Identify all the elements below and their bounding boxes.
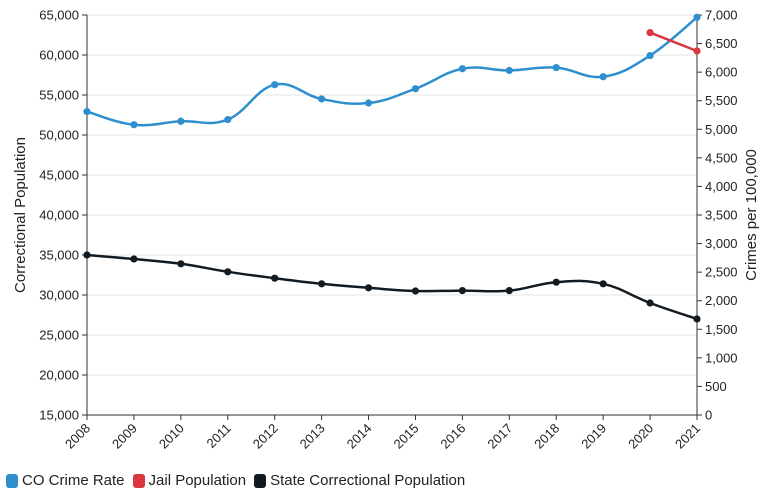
left-axis-title: Correctional Population bbox=[12, 137, 29, 293]
data-point-co-crime-rate bbox=[364, 99, 373, 107]
left-tick-label: 15,000 bbox=[39, 408, 79, 423]
data-point-state-correctional-population bbox=[411, 287, 420, 295]
x-tick-label: 2019 bbox=[578, 421, 609, 452]
x-tick-label: 2021 bbox=[672, 421, 703, 452]
data-point-co-crime-rate bbox=[130, 121, 138, 129]
right-tick-label: 5,500 bbox=[705, 93, 738, 108]
left-tick-label: 30,000 bbox=[39, 288, 79, 303]
right-tick-label: 4,500 bbox=[705, 150, 738, 165]
right-tick-label: 6,000 bbox=[705, 65, 738, 80]
right-tick-label: 3,000 bbox=[705, 236, 738, 251]
data-point-co-crime-rate bbox=[458, 65, 466, 73]
left-tick-label: 45,000 bbox=[39, 168, 79, 183]
series-layer bbox=[83, 13, 701, 323]
series-line-co-crime-rate bbox=[85, 16, 699, 127]
right-tick-label: 6,500 bbox=[705, 36, 738, 51]
line-chart: 15,000 20,000 25,000 30,000 35,000 40,000 45,0… bbox=[12, 8, 760, 452]
x-tick-label: 2010 bbox=[156, 421, 187, 452]
data-point-co-crime-rate bbox=[505, 66, 513, 75]
data-point-co-crime-rate bbox=[83, 107, 91, 116]
legend-label-jail-population: Jail Population bbox=[148, 472, 247, 489]
data-point-co-crime-rate bbox=[411, 85, 420, 93]
right-tick-label: 2,000 bbox=[705, 293, 738, 308]
x-tick-label: 2018 bbox=[531, 421, 562, 452]
data-point-state-correctional-population bbox=[599, 280, 607, 288]
right-tick-label: 2,500 bbox=[705, 265, 738, 280]
data-point-co-crime-rate bbox=[318, 95, 326, 103]
x-tick-label: 2015 bbox=[391, 421, 422, 452]
left-tick-label: 55,000 bbox=[39, 88, 79, 103]
data-point-state-correctional-population bbox=[177, 260, 185, 268]
left-tick-label: 65,000 bbox=[39, 8, 79, 23]
data-point-state-correctional-population bbox=[552, 278, 560, 286]
x-tick-label: 2008 bbox=[62, 421, 93, 452]
x-tick-label: 2011 bbox=[204, 421, 234, 451]
x-tick-label: 2013 bbox=[297, 421, 328, 452]
left-tick-label: 20,000 bbox=[39, 368, 79, 383]
right-axis-title: Crimes per 100,000 bbox=[743, 149, 760, 281]
legend: CO Crime Rate Jail Population State Corr… bbox=[6, 472, 465, 489]
right-tick-label: 1,000 bbox=[705, 350, 738, 365]
legend-swatch-crime-rate bbox=[6, 473, 18, 488]
data-point-co-crime-rate bbox=[177, 117, 185, 125]
right-tick-label: 7,000 bbox=[705, 8, 738, 23]
data-point-state-correctional-population bbox=[646, 299, 654, 307]
right-tick-label: 5,000 bbox=[705, 122, 738, 137]
right-tick-label: 3,500 bbox=[705, 208, 738, 223]
data-point-co-crime-rate bbox=[224, 115, 232, 124]
data-point-state-correctional-population bbox=[83, 251, 91, 259]
x-tick-label: 2016 bbox=[437, 421, 468, 452]
series-line-state-correctional-population bbox=[85, 253, 699, 321]
right-tick-label: 1,500 bbox=[705, 322, 738, 337]
data-point-state-correctional-population bbox=[318, 280, 326, 288]
right-tick-label: 500 bbox=[705, 379, 727, 394]
x-tick-label: 2014 bbox=[344, 421, 375, 452]
data-point-state-correctional-population bbox=[693, 315, 701, 323]
grid bbox=[87, 14, 697, 416]
left-tick-label: 35,000 bbox=[39, 248, 79, 263]
right-tick-label: 4,000 bbox=[705, 179, 738, 194]
x-tick-label: 2009 bbox=[109, 421, 140, 452]
data-point-co-crime-rate bbox=[646, 51, 654, 60]
data-point-state-correctional-population bbox=[130, 255, 138, 263]
data-point-co-crime-rate bbox=[599, 73, 607, 81]
left-tick-label: 50,000 bbox=[39, 128, 79, 143]
left-tick-label: 60,000 bbox=[39, 48, 79, 63]
data-point-jail-population bbox=[693, 47, 701, 55]
data-point-state-correctional-population bbox=[505, 287, 513, 295]
legend-item-crime-rate[interactable]: CO Crime Rate bbox=[6, 472, 125, 489]
data-point-state-correctional-population bbox=[458, 287, 466, 295]
data-point-jail-population bbox=[646, 28, 654, 37]
data-point-co-crime-rate bbox=[552, 63, 560, 72]
data-point-state-correctional-population bbox=[364, 284, 373, 292]
legend-swatch-state-correctional bbox=[254, 473, 267, 488]
data-point-state-correctional-population bbox=[271, 274, 279, 282]
data-point-state-correctional-population bbox=[224, 268, 232, 276]
left-tick-label: 25,000 bbox=[39, 328, 79, 343]
axes: 15,000 20,000 25,000 30,000 35,000 40,000 45,0… bbox=[39, 8, 737, 452]
legend-label-crime-rate: CO Crime Rate bbox=[22, 472, 125, 489]
x-tick-label: 2017 bbox=[484, 421, 515, 452]
legend-item-state-correctional[interactable]: State Correctional Population bbox=[254, 472, 465, 489]
legend-item-jail-population[interactable]: Jail Population bbox=[132, 472, 247, 489]
series-line-jail-population bbox=[648, 31, 699, 53]
data-point-co-crime-rate bbox=[271, 81, 279, 89]
left-tick-label: 40,000 bbox=[39, 208, 79, 223]
legend-label-state-correctional: State Correctional Population bbox=[270, 472, 466, 489]
legend-swatch-jail-population bbox=[132, 473, 145, 488]
x-tick-label: 2020 bbox=[625, 421, 656, 452]
right-tick-label: 0 bbox=[705, 408, 712, 423]
data-point-co-crime-rate bbox=[693, 13, 701, 21]
x-tick-label: 2012 bbox=[250, 421, 281, 452]
